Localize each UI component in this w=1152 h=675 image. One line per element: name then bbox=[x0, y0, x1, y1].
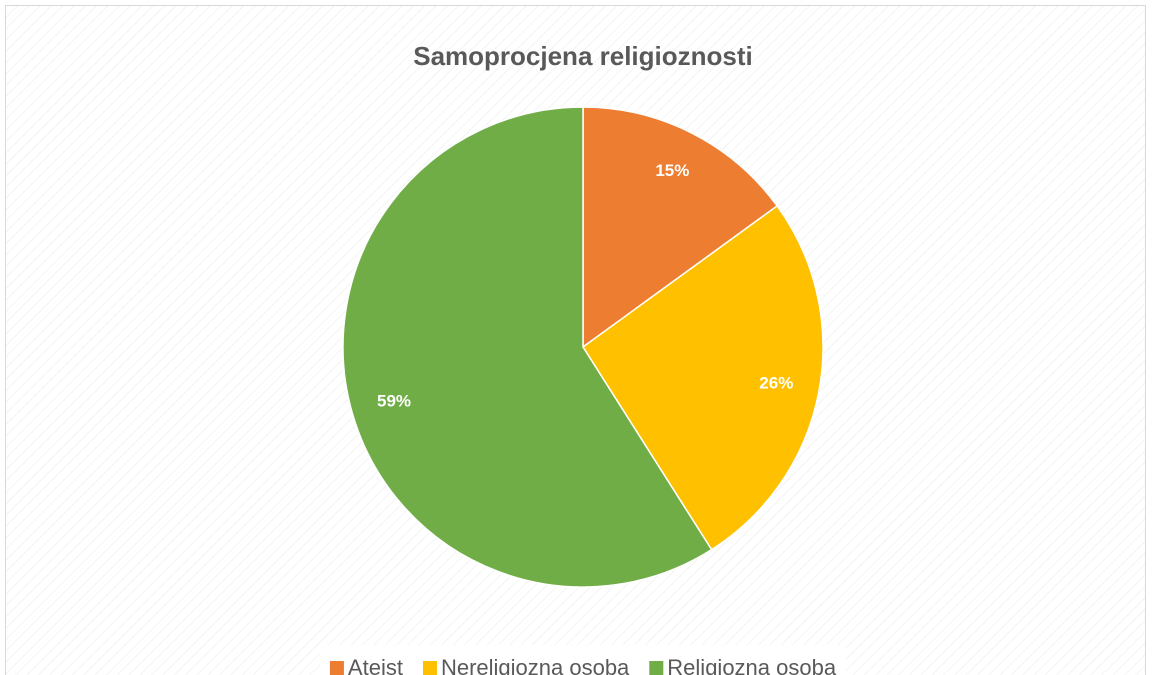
legend-label: Religiozna osoba bbox=[667, 655, 837, 675]
legend bbox=[319, 645, 847, 675]
legend-swatch bbox=[329, 661, 344, 675]
legend-label: Nereligiozna osoba bbox=[441, 655, 630, 675]
pie-slice bbox=[342, 106, 713, 588]
pie-slice bbox=[582, 106, 779, 349]
legend-swatch bbox=[649, 661, 664, 675]
pie-slice bbox=[581, 204, 824, 551]
data-label: 26% bbox=[759, 373, 793, 392]
data-label: 59% bbox=[377, 391, 411, 410]
legend-label: Ateist bbox=[348, 655, 403, 675]
chart-title: Samoprocjena religioznosti bbox=[413, 41, 753, 71]
legend-swatch bbox=[422, 661, 437, 675]
data-label: 15% bbox=[655, 161, 689, 180]
